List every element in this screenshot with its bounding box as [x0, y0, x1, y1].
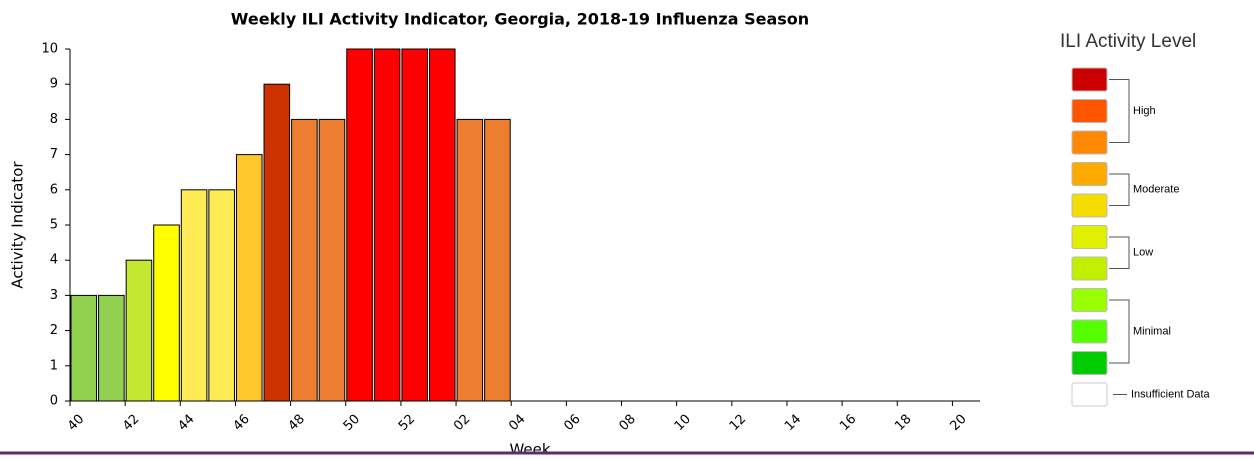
y-tick-label: 5 — [50, 218, 58, 233]
legend-label: High — [1133, 105, 1156, 117]
x-tick-label: 42 — [120, 412, 142, 434]
x-tick-label: 44 — [175, 412, 197, 434]
y-tick-label: 4 — [50, 253, 58, 268]
bar — [98, 294, 125, 402]
x-tick-label: 46 — [230, 412, 252, 434]
bar — [373, 48, 401, 402]
bar — [263, 83, 291, 402]
bar — [346, 48, 373, 402]
bar — [235, 154, 263, 402]
y-tick-label: 0 — [50, 394, 58, 409]
y-tick-label: 7 — [50, 147, 58, 162]
bar — [428, 48, 456, 402]
x-tick-label: 10 — [672, 412, 694, 434]
bar — [291, 118, 318, 402]
legend: High Moderate Low Minimal Insufficient Data — [1071, 67, 1211, 407]
x-tick-label: 48 — [286, 412, 308, 434]
bar — [484, 118, 511, 402]
legend-swatch — [1071, 225, 1108, 249]
y-axis-label: Activity Indicator — [9, 161, 27, 289]
y-tick-label: 1 — [50, 358, 58, 373]
bar — [401, 48, 428, 402]
x-tick-label: 50 — [341, 412, 363, 434]
legend-swatch — [1071, 288, 1108, 312]
legend-swatch — [1071, 130, 1108, 155]
bar — [208, 189, 235, 402]
x-tick-label: 20 — [947, 412, 969, 434]
bar — [180, 189, 208, 402]
chart-title: Weekly ILI Activity Indicator, Georgia, … — [231, 10, 809, 29]
x-tick-label: 18 — [892, 412, 914, 434]
bar — [70, 294, 98, 402]
legend-bracket — [1109, 236, 1130, 269]
legend-swatch — [1071, 319, 1108, 344]
legend-swatch — [1071, 382, 1108, 407]
legend-swatch — [1071, 193, 1108, 218]
bar — [456, 118, 484, 402]
x-tick-label: 12 — [727, 412, 749, 434]
legend-label: Moderate — [1133, 184, 1179, 196]
x-tick-label: 02 — [451, 412, 473, 434]
legend-title: ILI Activity Level — [1060, 31, 1196, 52]
legend-label: Minimal — [1133, 325, 1171, 337]
x-tick-label: 04 — [506, 412, 528, 434]
y-tick-label: 2 — [50, 323, 58, 338]
bar — [125, 259, 153, 402]
y-tick-label: 10 — [41, 42, 58, 57]
y-tick-label: 6 — [50, 182, 58, 197]
legend-label: Insufficient Data — [1131, 388, 1211, 400]
y-tick-label: 3 — [50, 288, 58, 303]
x-tick-label: 06 — [561, 412, 583, 434]
bar — [153, 224, 180, 402]
legend-swatch — [1071, 256, 1108, 281]
legend-swatch — [1071, 351, 1108, 375]
legend-bracket — [1109, 173, 1130, 206]
legend-bracket — [1109, 299, 1130, 364]
y-tick-label: 8 — [50, 112, 58, 127]
x-axis-label: Week — [509, 441, 550, 459]
x-tick-label: 40 — [65, 412, 87, 434]
x-tick-label: 08 — [617, 412, 639, 434]
x-tick-label: 14 — [782, 412, 804, 434]
y-tick-label: 9 — [50, 77, 58, 92]
x-tick-label: 16 — [837, 412, 859, 434]
legend-swatch — [1071, 162, 1108, 186]
x-tick-label: 52 — [396, 412, 418, 434]
legend-label: Low — [1133, 247, 1153, 259]
bar — [318, 118, 346, 402]
legend-swatch — [1071, 67, 1108, 92]
legend-bracket — [1109, 79, 1130, 143]
legend-swatch — [1071, 99, 1108, 123]
